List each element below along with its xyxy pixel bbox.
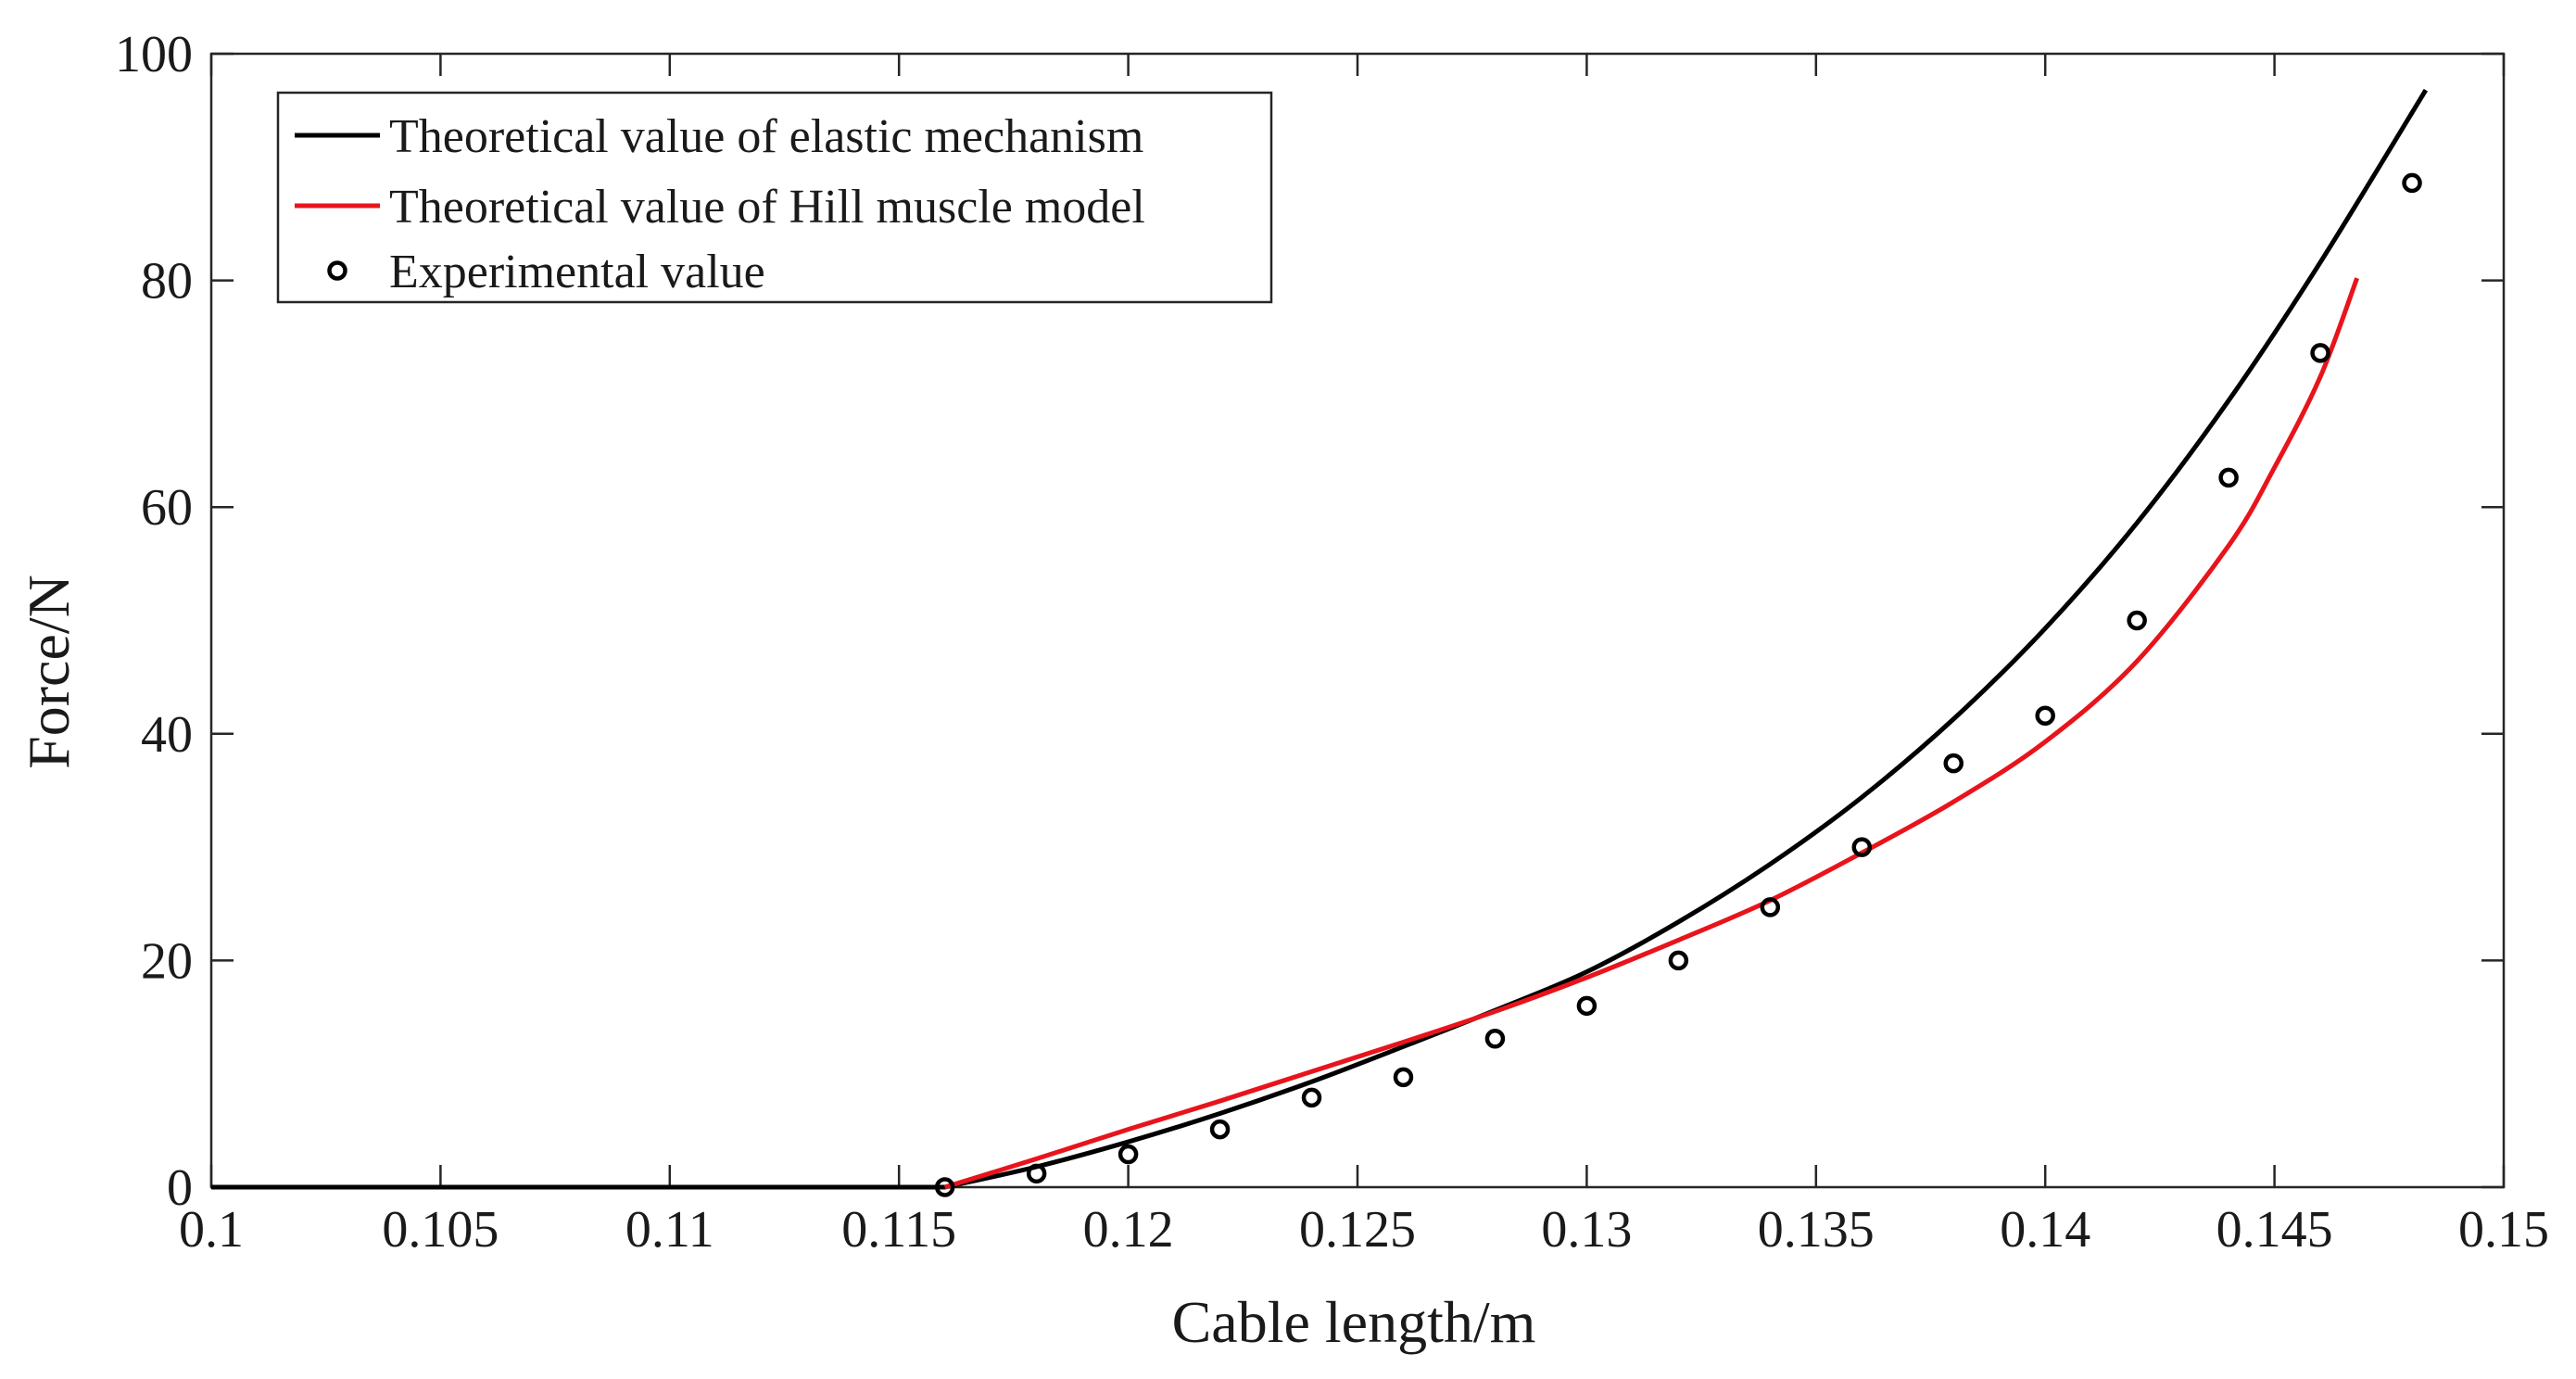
data-point bbox=[1484, 1029, 1506, 1049]
data-point bbox=[1668, 950, 1689, 971]
x-tick-label: 0.115 bbox=[841, 1201, 956, 1259]
data-point bbox=[1760, 897, 1781, 917]
series-line-1 bbox=[211, 88, 2429, 1190]
data-point bbox=[1393, 1067, 1414, 1088]
data-point bbox=[1576, 995, 1597, 1017]
data-point bbox=[2035, 705, 2055, 726]
data-point bbox=[2402, 172, 2422, 194]
data-point bbox=[2127, 610, 2147, 631]
x-tick-label: 0.1 bbox=[179, 1201, 244, 1259]
x-tick-label: 0.15 bbox=[2458, 1201, 2549, 1259]
y-tick-label: 80 bbox=[141, 253, 193, 310]
series-line-2 bbox=[943, 277, 2360, 1190]
x-axis-label: Cable length/m bbox=[1172, 1289, 1536, 1355]
data-point bbox=[1851, 837, 1873, 857]
legend-label-1: Theoretical value of elastic mechanism bbox=[389, 110, 1143, 163]
legend-label-2: Theoretical value of Hill muscle model bbox=[389, 181, 1145, 234]
y-tick-label: 100 bbox=[115, 26, 193, 83]
x-axis: 0.1 0.105 0.11 0.115 0.12 0.125 0.13 0.135 0.14 0… bbox=[179, 54, 2549, 1259]
data-point bbox=[2310, 343, 2330, 363]
y-axis-label: Force/N bbox=[16, 575, 82, 769]
legend-box bbox=[276, 91, 1273, 304]
x-tick-label: 0.12 bbox=[1083, 1201, 1174, 1259]
x-tick-label: 0.11 bbox=[625, 1201, 714, 1259]
x-tick-label: 0.145 bbox=[2216, 1201, 2333, 1259]
data-point bbox=[2218, 467, 2239, 488]
legend-marker bbox=[327, 260, 347, 281]
data-point bbox=[1209, 1119, 1231, 1140]
data-point bbox=[1026, 1163, 1047, 1184]
legend: Theoretical value of elastic mechanism Th… bbox=[276, 91, 1273, 304]
data-point bbox=[934, 1177, 955, 1197]
data-point bbox=[1943, 753, 1964, 774]
y-tick-label: 0 bbox=[167, 1159, 193, 1217]
y-tick-label: 60 bbox=[141, 479, 193, 537]
y-tick-label: 20 bbox=[141, 932, 193, 990]
x-tick-label: 0.13 bbox=[1541, 1201, 1632, 1259]
series-layer bbox=[211, 88, 2429, 1197]
data-point bbox=[1301, 1087, 1322, 1108]
x-tick-label: 0.125 bbox=[1299, 1201, 1416, 1259]
x-tick-label: 0.135 bbox=[1758, 1201, 1875, 1259]
x-tick-label: 0.14 bbox=[2000, 1201, 2090, 1259]
x-tick-label: 0.105 bbox=[382, 1201, 499, 1259]
legend-label-3: Experimental value bbox=[389, 246, 765, 298]
y-axis: 0 20 40 60 80 100 bbox=[115, 26, 2504, 1217]
y-tick-label: 40 bbox=[141, 706, 193, 764]
data-point bbox=[1118, 1144, 1139, 1165]
